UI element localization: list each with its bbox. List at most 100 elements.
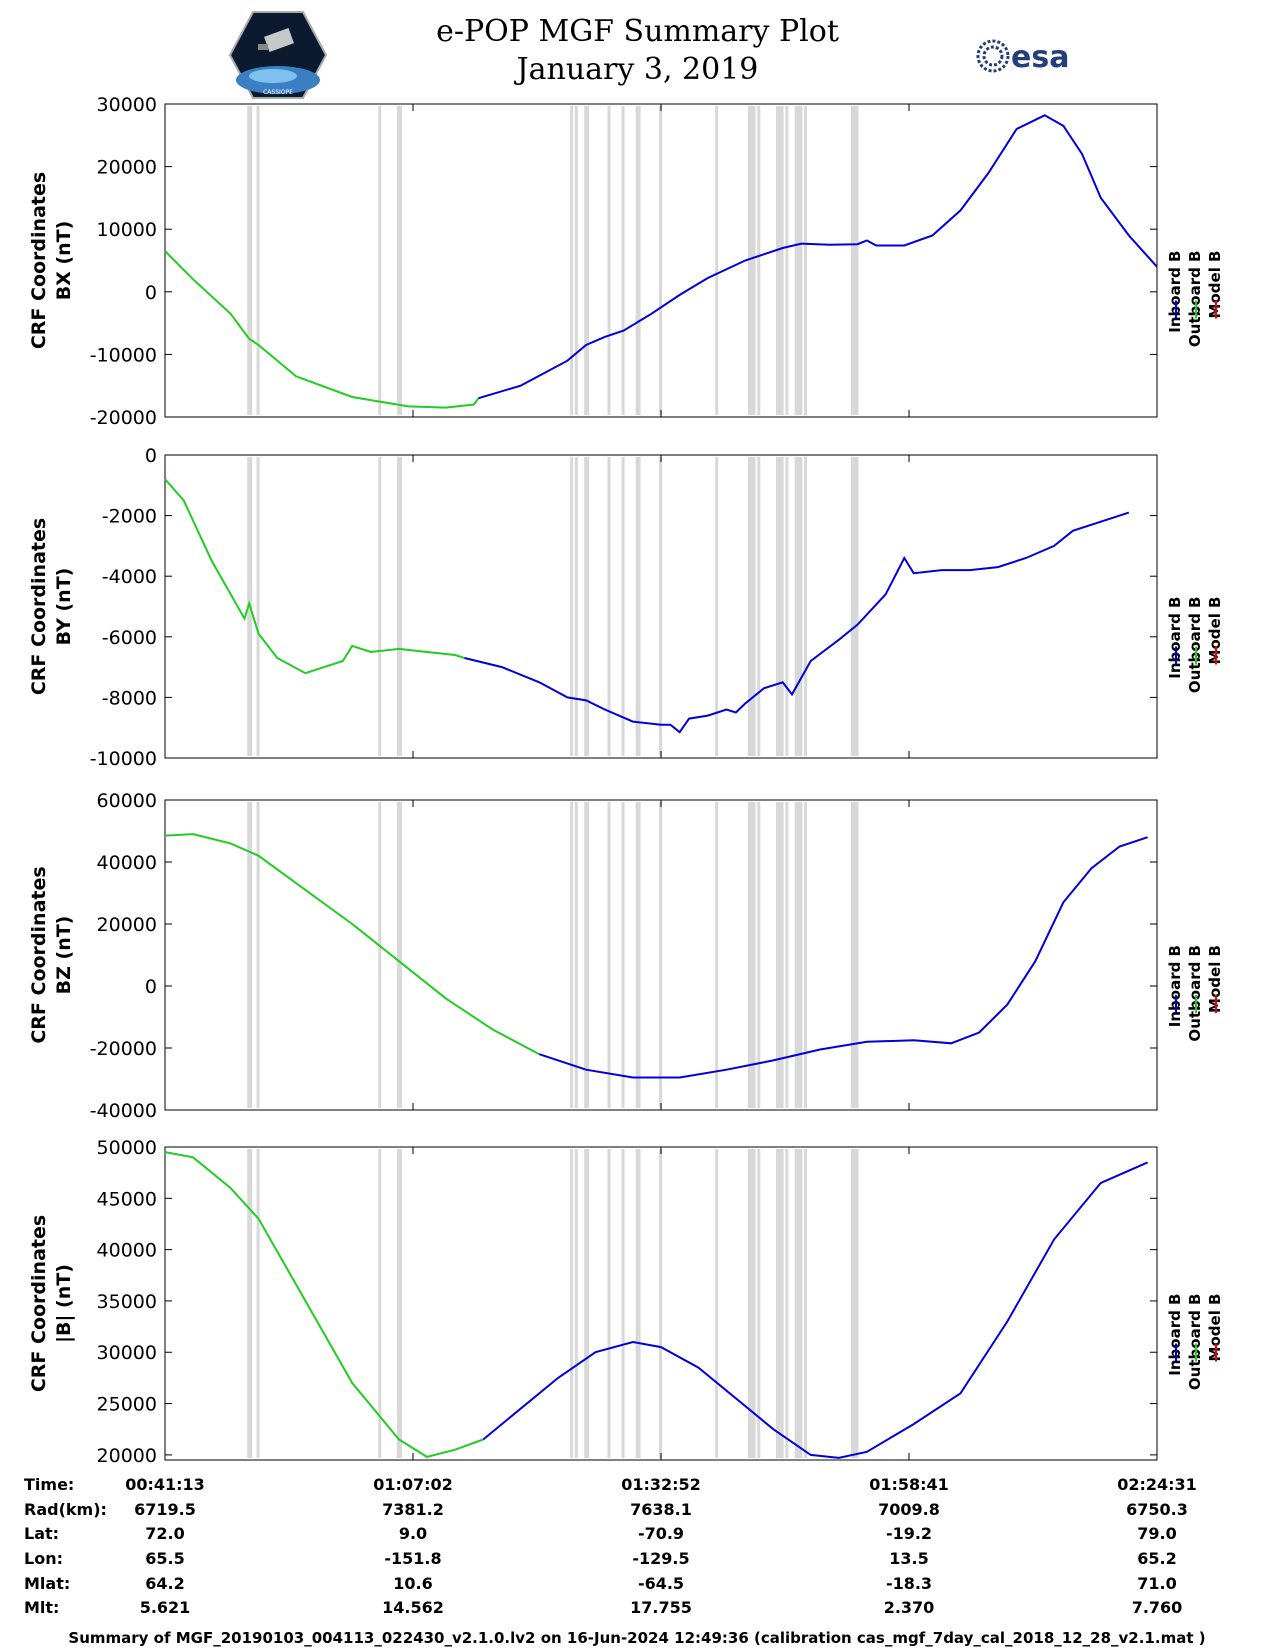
data-gap-band: [775, 106, 781, 415]
logo-text: CASSIOPE: [263, 89, 293, 96]
info-cell: 17.755: [630, 1598, 692, 1617]
info-cell: 5.621: [140, 1598, 191, 1617]
y-axis-unit-label: |B| (nT): [53, 1264, 75, 1343]
data-gap-band: [752, 1149, 756, 1458]
y-axis-unit-label: BZ (nT): [53, 916, 75, 995]
legend-label: Inboard B: [1166, 251, 1184, 333]
data-gap-band: [747, 106, 753, 415]
data-gap-band: [621, 1149, 625, 1458]
data-gap-band: [378, 1149, 382, 1458]
y-tick-label: 35000: [97, 1291, 157, 1313]
data-gap-band: [584, 106, 590, 415]
data-gap-band: [785, 802, 789, 1108]
inboard-series-line: [464, 511, 1130, 734]
data-gap-band: [715, 1149, 719, 1458]
y-tick-label: 60000: [97, 790, 157, 812]
data-gap-band: [256, 802, 260, 1108]
y-tick-label: 20000: [97, 914, 157, 936]
data-gap-band: [396, 106, 402, 415]
data-gap-band: [570, 802, 574, 1108]
info-cell: -64.5: [638, 1574, 684, 1593]
panel-bx: -20000 -10000 0 10000 20000 30000 CRF Coordina…: [28, 94, 1224, 429]
legend-label: Model B: [1206, 945, 1224, 1013]
data-gap-band: [396, 802, 402, 1108]
data-gap-band: [584, 802, 590, 1108]
info-cell: 72.0: [145, 1524, 184, 1543]
y-axis-unit-label: BX (nT): [53, 221, 75, 301]
data-gap-band: [570, 457, 574, 756]
info-cell: -70.9: [638, 1524, 684, 1543]
data-gap-band: [715, 457, 719, 756]
data-gap-band: [799, 457, 803, 756]
y-tick-label: 25000: [97, 1394, 157, 1416]
data-gap-band: [715, 106, 719, 415]
info-row-label: Mlat:: [24, 1574, 70, 1593]
info-cell: 2.370: [884, 1598, 935, 1617]
info-cell: 65.5: [145, 1549, 184, 1568]
data-gap-band: [855, 106, 859, 415]
y-tick-label: -8000: [102, 687, 157, 709]
data-gap-band: [635, 1149, 641, 1458]
data-gap-band: [574, 802, 578, 1108]
outboard-series-line: [164, 250, 480, 409]
data-gap-band: [757, 1149, 761, 1458]
legend-label: Outboard B: [1186, 1294, 1204, 1391]
data-gap-band: [396, 1149, 402, 1458]
data-gap-band: [607, 106, 611, 415]
data-gap-band: [794, 457, 800, 756]
outboard-series-line: [164, 1151, 484, 1458]
data-gap-band: [747, 802, 753, 1108]
data-gap-band: [607, 1149, 611, 1458]
data-gap-band: [775, 802, 781, 1108]
info-cell: 01:07:02: [373, 1475, 453, 1494]
info-cell: -151.8: [384, 1549, 441, 1568]
info-cell: -19.2: [886, 1524, 932, 1543]
data-gap-band: [570, 1149, 574, 1458]
data-gap-band: [584, 1149, 590, 1458]
data-gap-band: [659, 1149, 662, 1458]
data-gap-band: [850, 1149, 856, 1458]
y-tick-label: 10000: [97, 219, 157, 241]
data-gap-band: [378, 106, 382, 415]
y-tick-label: 20000: [97, 157, 157, 179]
outboard-series-line: [164, 478, 465, 675]
info-cell: 6750.3: [1126, 1500, 1188, 1519]
data-gap-band: [780, 106, 784, 415]
y-tick-label: -20000: [90, 407, 157, 429]
data-gap-band: [378, 457, 382, 756]
data-gap-band: [621, 457, 625, 756]
data-gap-band: [780, 802, 784, 1108]
y-tick-label: -2000: [102, 506, 157, 528]
data-gap-band: [804, 106, 808, 415]
data-gap-band: [752, 802, 756, 1108]
data-gap-band: [752, 457, 756, 756]
data-gap-band: [396, 457, 402, 756]
data-gap-band: [607, 457, 611, 756]
data-gap-band: [635, 457, 641, 756]
data-gap-band: [855, 457, 859, 756]
data-gap-band: [855, 1149, 859, 1458]
y-tick-label: 45000: [97, 1188, 157, 1210]
y-tick-label: 20000: [97, 1445, 157, 1467]
panel-b: 20000 25000 30000 35000 40000 45000 50000 CRF C…: [28, 1137, 1224, 1467]
info-cell: 7638.1: [630, 1500, 692, 1519]
plot-date: January 3, 2019: [516, 52, 759, 87]
data-gap-band: [850, 457, 856, 756]
data-gap-band: [256, 1149, 260, 1458]
data-gap-band: [799, 802, 803, 1108]
data-gap-band: [794, 106, 800, 415]
legend-label: Model B: [1206, 1294, 1224, 1362]
outboard-series-line: [164, 833, 540, 1056]
y-tick-label: 50000: [97, 1137, 157, 1159]
data-gap-band: [659, 106, 662, 415]
info-row-label: Lon:: [24, 1549, 63, 1568]
info-cell: 01:58:41: [869, 1475, 949, 1494]
data-gap-band: [804, 802, 808, 1108]
data-gap-band: [799, 106, 803, 415]
data-gap-band: [574, 106, 578, 415]
info-row-label: Mlt:: [24, 1598, 59, 1617]
footer-caption: Summary of MGF_20190103_004113_022430_v2…: [68, 1629, 1205, 1647]
y-tick-label: -10000: [90, 344, 157, 366]
plot-title: e-POP MGF Summary Plot: [436, 14, 839, 49]
info-cell: 64.2: [145, 1574, 184, 1593]
